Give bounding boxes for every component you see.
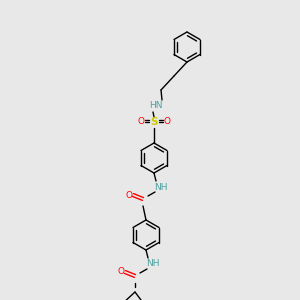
Text: S: S (150, 117, 158, 127)
Text: O: O (125, 190, 133, 200)
Text: O: O (164, 118, 170, 127)
Text: HN: HN (149, 101, 163, 110)
Text: O: O (118, 268, 124, 277)
Text: NH: NH (146, 260, 160, 268)
Text: O: O (137, 118, 145, 127)
Text: NH: NH (154, 182, 168, 191)
